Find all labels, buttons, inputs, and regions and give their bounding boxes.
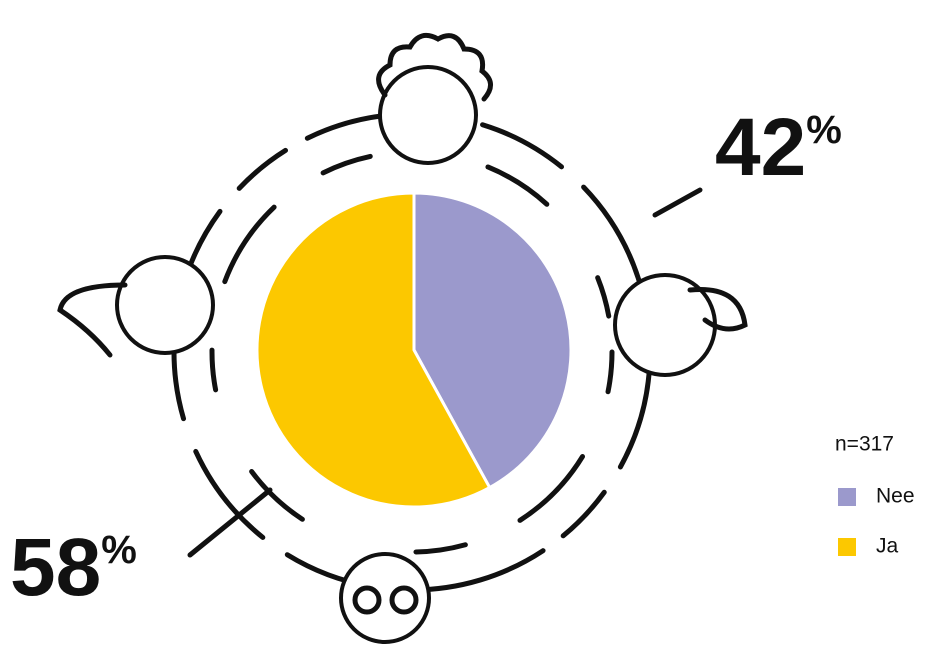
legend-label: Nee	[876, 485, 915, 508]
head	[339, 552, 431, 644]
value-label: 42%	[715, 102, 842, 193]
legend-swatch	[838, 538, 856, 556]
cap	[687, 286, 748, 332]
pie	[255, 191, 573, 509]
head	[115, 255, 215, 355]
ring-inner	[209, 149, 615, 555]
head	[378, 65, 478, 165]
value-label: 58%	[10, 522, 137, 613]
illustration	[57, 32, 748, 644]
legend-swatch	[838, 488, 856, 506]
hair	[376, 32, 493, 102]
note: n=317	[835, 433, 894, 456]
leader-line	[187, 487, 273, 558]
pie-slice	[255, 191, 492, 509]
legend-label: Ja	[876, 535, 899, 558]
glasses	[352, 585, 419, 615]
leader-line	[652, 187, 703, 218]
hair	[57, 282, 128, 358]
pie-slice	[412, 191, 573, 490]
